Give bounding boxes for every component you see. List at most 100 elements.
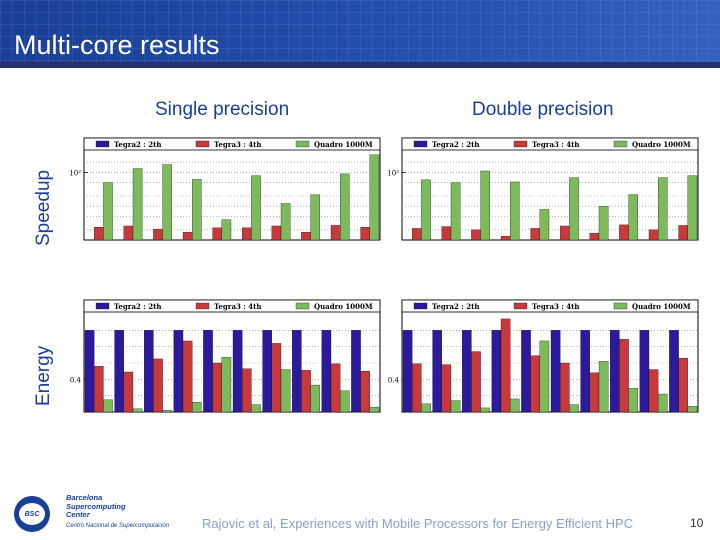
bar-quadro [658, 177, 668, 241]
bar-tegra3 [678, 357, 688, 413]
page-number: 10 [690, 516, 704, 530]
legend-swatch [195, 302, 210, 310]
bar-tegra3 [123, 225, 134, 241]
bar-tegra3 [441, 364, 452, 413]
bar-tegra3 [212, 227, 222, 241]
bar-quadro [628, 194, 638, 241]
plot-frame [401, 137, 699, 241]
speedup-double-precision-chart: 10² Tegra2 : 2th Tegra3 : 4th Quadro 1000M [387, 137, 699, 241]
bar-tegra3 [94, 366, 104, 413]
bar-quadro [539, 209, 550, 241]
bar-quadro [450, 182, 461, 241]
bar-tegra3 [619, 339, 629, 413]
legend-label: Quadro 1000M [314, 140, 373, 149]
bar-tegra3 [301, 370, 311, 413]
bar-tegra3 [360, 371, 370, 413]
legend-label: Tegra3 : 4th [532, 140, 580, 149]
bar-tegra3 [301, 232, 311, 241]
bar-tegra3 [619, 224, 629, 241]
legend-label: Quadro 1000M [314, 302, 373, 311]
bar-quadro [421, 403, 431, 413]
row-label-energy: Energy [33, 345, 54, 406]
legend-swatch [613, 302, 628, 310]
legend-swatch [413, 302, 428, 310]
bar-tegra3 [530, 355, 540, 413]
y-tick-label: 0.4 [70, 376, 82, 384]
bar-quadro [103, 399, 113, 413]
bar-quadro [539, 340, 550, 413]
bar-quadro [687, 406, 698, 413]
bar-tegra2 [521, 330, 531, 413]
bar-tegra3 [471, 229, 481, 241]
bar-tegra3 [94, 226, 104, 241]
bar-tegra2 [232, 330, 243, 413]
bar-quadro [251, 404, 261, 413]
legend-swatch [95, 302, 110, 310]
bar-quadro [598, 361, 609, 413]
bar-tegra2 [610, 330, 620, 413]
bar-tegra3 [360, 226, 370, 241]
column-heading-double-precision: Double precision [472, 99, 614, 120]
bar-tegra2 [262, 330, 272, 413]
legend-swatch [295, 302, 310, 310]
logo-line-3: Center [66, 510, 90, 519]
energy-single-precision-chart: 0.4 Tegra2 : 2th Tegra3 : 4th Quadro 1000M [70, 299, 381, 413]
slide-title: Multi-core results [14, 30, 220, 60]
bar-tegra2 [173, 330, 184, 413]
legend-label: Tegra2 : 2th [432, 140, 480, 149]
bar-quadro [340, 173, 350, 241]
bar-quadro [103, 182, 113, 241]
bar-tegra3 [212, 362, 222, 413]
bar-quadro [598, 206, 609, 241]
logo-line-1: Barcelona [66, 493, 103, 502]
bar-quadro [251, 175, 261, 241]
column-heading-single-precision: Single precision [155, 99, 290, 120]
bar-tegra3 [153, 228, 163, 241]
bar-quadro [132, 168, 143, 241]
bar-tegra3 [648, 369, 659, 413]
legend-label: Tegra3 : 4th [214, 302, 262, 311]
bar-tegra3 [330, 363, 341, 413]
bsc-logo-abbr: BSC [24, 510, 40, 518]
bar-tegra3 [500, 318, 511, 413]
bar-tegra3 [500, 235, 511, 241]
bar-quadro [569, 404, 579, 413]
bar-tegra3 [530, 228, 540, 241]
bar-quadro [221, 219, 232, 241]
bar-quadro [340, 390, 350, 413]
bar-tegra2 [292, 330, 302, 413]
bar-tegra3 [412, 228, 422, 241]
legend-swatch [613, 140, 628, 148]
bar-tegra3 [330, 225, 341, 241]
bar-tegra3 [560, 362, 570, 413]
bar-tegra2 [114, 330, 124, 413]
bar-tegra3 [589, 372, 600, 413]
bar-tegra3 [182, 232, 193, 241]
bar-tegra3 [242, 368, 252, 413]
logo-subtitle: Centro Nacional de Supercomputación [66, 523, 170, 529]
energy-double-precision-chart: 0.4 Tegra2 : 2th Tegra3 : 4th Quadro 1000M [388, 299, 699, 413]
legend-label: Quadro 1000M [632, 140, 691, 149]
bar-quadro [162, 164, 172, 241]
bar-tegra3 [182, 340, 193, 413]
bar-tegra2 [321, 330, 332, 413]
bar-tegra3 [441, 226, 452, 241]
bar-quadro [221, 357, 232, 413]
bar-tegra2 [432, 330, 442, 413]
bar-quadro [280, 203, 291, 241]
bar-tegra3 [412, 363, 422, 413]
bar-tegra3 [589, 232, 600, 241]
bar-quadro [510, 398, 520, 413]
bar-tegra3 [560, 225, 570, 241]
bar-tegra3 [242, 227, 252, 241]
bar-tegra3 [153, 358, 163, 413]
bar-quadro [310, 194, 320, 241]
bsc-logo-icon: BSC [14, 496, 50, 532]
bar-tegra2 [550, 330, 561, 413]
bar-quadro [192, 402, 202, 413]
legend-swatch [513, 302, 528, 310]
logo-line-2: Supercomputing [66, 501, 126, 511]
bar-tegra3 [271, 343, 282, 413]
legend-swatch [195, 140, 210, 148]
bar-tegra2 [669, 330, 679, 413]
